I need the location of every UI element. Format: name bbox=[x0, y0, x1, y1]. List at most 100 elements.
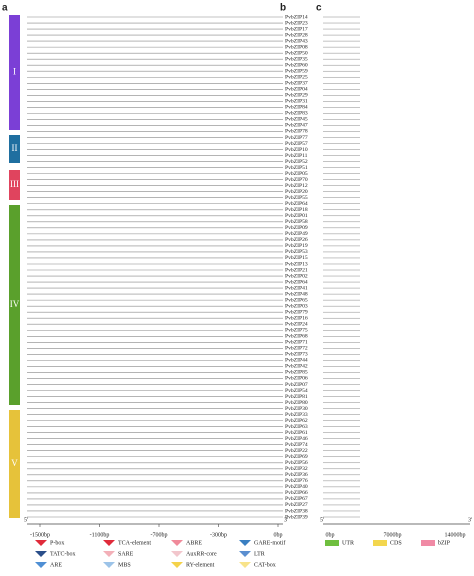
legend-swatch bbox=[239, 562, 251, 568]
gene-name: PvbZIP59 bbox=[285, 68, 308, 74]
group-bar bbox=[9, 170, 20, 200]
legend-label: TATC-box bbox=[50, 551, 76, 557]
gene-name: PvbZIP62 bbox=[285, 418, 308, 424]
tick-label: 0bp bbox=[274, 532, 283, 538]
gene-name: PvbZIP05 bbox=[285, 171, 308, 177]
gene-name: PvbZIP70 bbox=[285, 177, 308, 183]
gene-name: PvbZIP22 bbox=[285, 448, 308, 454]
legend-swatch bbox=[103, 562, 115, 568]
group-label: I bbox=[13, 67, 16, 77]
gene-name: PvbZIP69 bbox=[285, 454, 308, 460]
gene-name: PvbZIP75 bbox=[285, 328, 308, 334]
gene-name: PvbZIP53 bbox=[285, 249, 308, 255]
gene-name: PvbZIP16 bbox=[285, 315, 308, 321]
gene-name: PvbZIP12 bbox=[285, 183, 308, 189]
legend-swatch bbox=[171, 551, 183, 557]
tick-label: 0bp bbox=[326, 532, 335, 538]
gene-name: PvbZIP45 bbox=[285, 117, 308, 123]
gene-name: PvbZIP15 bbox=[285, 255, 308, 261]
gene-name: PvbZIP64 bbox=[285, 201, 308, 207]
group-label: II bbox=[12, 143, 18, 153]
gene-name: PvbZIP39 bbox=[285, 514, 308, 520]
legend-label: P-box bbox=[50, 540, 64, 546]
gene-name: PvbZIP32 bbox=[285, 466, 308, 472]
gene-name: PvbZIP67 bbox=[285, 496, 308, 502]
gene-name: PvbZIP44 bbox=[285, 358, 308, 364]
gene-name: PvbZIP51 bbox=[285, 165, 308, 171]
gene-name: PvbZIP80 bbox=[285, 400, 308, 406]
axis-end: 3' bbox=[468, 517, 472, 523]
gene-name: PvbZIP81 bbox=[285, 394, 308, 400]
gene-name: PvbZIP30 bbox=[285, 406, 308, 412]
gene-name: PvbZIP60 bbox=[285, 62, 308, 68]
panel-label: c bbox=[316, 3, 322, 14]
gene-name: PvbZIP38 bbox=[285, 508, 308, 514]
gene-name: PvbZIP29 bbox=[285, 93, 308, 99]
gene-name: PvbZIP48 bbox=[285, 291, 308, 297]
gene-name: PvbZIP56 bbox=[285, 460, 308, 466]
tick-label: 14000bp bbox=[445, 532, 466, 538]
axis-end: 3' bbox=[284, 517, 288, 523]
tick-label: -1100bp bbox=[90, 532, 110, 538]
group-bar bbox=[9, 205, 20, 405]
legend-label: bZIP bbox=[438, 540, 451, 546]
gene-name: PvbZIP11 bbox=[285, 153, 308, 159]
gene-name: PvbZIP61 bbox=[285, 430, 308, 436]
gene-name: PvbZIP26 bbox=[285, 237, 308, 243]
gene-name: PvbZIP08 bbox=[285, 44, 308, 50]
legend-swatch bbox=[35, 551, 47, 557]
legend-swatch bbox=[239, 551, 251, 557]
gene-name: PvbZIP50 bbox=[285, 50, 308, 56]
gene-name: PvbZIP72 bbox=[285, 346, 308, 352]
gene-name: PvbZIP23 bbox=[285, 20, 308, 26]
gene-name: PvbZIP36 bbox=[285, 472, 308, 478]
gene-name: PvbZIP68 bbox=[285, 334, 308, 340]
gene-name: PvbZIP64 bbox=[285, 279, 308, 285]
gene-name: PvbZIP65 bbox=[285, 297, 308, 303]
gene-name: PvbZIP76 bbox=[285, 478, 308, 484]
gene-name: PvbZIP77 bbox=[285, 135, 308, 141]
gene-name: PvbZIP42 bbox=[285, 364, 308, 370]
legend-swatch bbox=[373, 540, 387, 546]
legend-label: SARE bbox=[118, 551, 134, 557]
gene-name: PvbZIP78 bbox=[285, 129, 308, 135]
gene-name: PvbZIP55 bbox=[285, 195, 308, 201]
tick-label: 7000bp bbox=[384, 532, 402, 538]
legend-swatch bbox=[35, 562, 47, 568]
gene-name: PvbZIP31 bbox=[285, 99, 308, 105]
legend-swatch bbox=[35, 540, 47, 546]
group-bar bbox=[9, 410, 20, 518]
panel-label: a bbox=[2, 3, 8, 14]
gene-name: PvbZIP84 bbox=[285, 105, 308, 111]
gene-name: PvbZIP58 bbox=[285, 219, 308, 225]
group-label: V bbox=[11, 458, 18, 468]
gene-name: PvbZIP25 bbox=[285, 75, 308, 81]
gene-name: PvbZIP13 bbox=[285, 261, 308, 267]
gene-name: PvbZIP10 bbox=[285, 147, 308, 153]
gene-name: PvbZIP57 bbox=[285, 141, 308, 147]
gene-name: PvbZIP14 bbox=[285, 14, 308, 20]
gene-name: PvbZIP35 bbox=[285, 56, 308, 62]
gene-name: PvbZIP49 bbox=[285, 231, 308, 237]
gene-name: PvbZIP18 bbox=[285, 207, 308, 213]
gene-name: PvbZIP46 bbox=[285, 436, 308, 442]
legend-swatch bbox=[325, 540, 339, 546]
legend-label: TCA-element bbox=[118, 540, 151, 546]
legend-label: ABRE bbox=[186, 540, 202, 546]
gene-name: PvbZIP37 bbox=[285, 81, 308, 87]
gene-name: PvbZIP20 bbox=[285, 189, 308, 195]
group-bar bbox=[9, 135, 20, 163]
gene-name: PvbZIP17 bbox=[285, 26, 308, 32]
gene-name: PvbZIP83 bbox=[285, 111, 308, 117]
legend-swatch bbox=[421, 540, 435, 546]
legend-label: MBS bbox=[118, 562, 131, 568]
legend-label: CDS bbox=[390, 540, 402, 546]
legend-swatch bbox=[103, 540, 115, 546]
legend-swatch bbox=[239, 540, 251, 546]
gene-name: PvbZIP54 bbox=[285, 388, 308, 394]
gene-name: PvbZIP74 bbox=[285, 442, 308, 448]
legend-label: RY-element bbox=[186, 562, 215, 568]
axis-end: 5' bbox=[24, 517, 28, 523]
gene-name: PvbZIP01 bbox=[285, 213, 308, 219]
